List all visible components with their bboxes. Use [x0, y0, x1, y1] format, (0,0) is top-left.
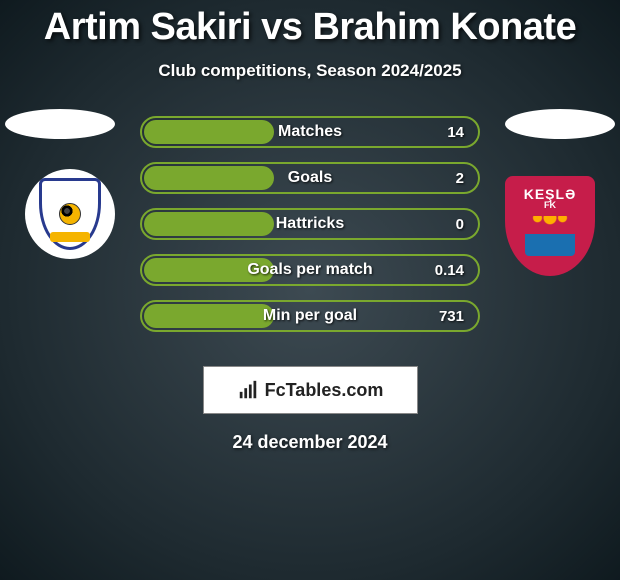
stat-row: Min per goal 731 — [140, 300, 480, 332]
waves-icon — [525, 216, 575, 256]
stat-row: Goals per match 0.14 — [140, 254, 480, 286]
stat-value: 731 — [439, 308, 464, 325]
stat-label: Hattricks — [276, 215, 344, 233]
left-club-badge — [25, 169, 115, 259]
page-title: Artim Sakiri vs Brahim Konate — [0, 0, 620, 49]
left-player-slot — [5, 109, 115, 139]
stat-value: 2 — [456, 170, 464, 187]
right-player-slot — [505, 109, 615, 139]
chart-icon — [237, 379, 259, 401]
kesla-crest-icon: KEŞLƏ FK — [505, 176, 595, 276]
shield-icon — [39, 178, 101, 250]
stat-value: 0 — [456, 216, 464, 233]
stat-label: Min per goal — [263, 307, 357, 325]
stat-value: 14 — [447, 124, 464, 141]
stat-label: Matches — [278, 123, 342, 141]
stat-label: Goals — [288, 169, 332, 187]
brand-footer[interactable]: FcTables.com — [203, 366, 418, 414]
stat-row: Hattricks 0 — [140, 208, 480, 240]
stat-row: Goals 2 — [140, 162, 480, 194]
stat-value: 0.14 — [435, 262, 464, 279]
stat-fill — [144, 120, 274, 144]
comparison-panel: KEŞLƏ FK Matches 14 Goals 2 Hattricks 0 Goals … — [0, 116, 620, 356]
stat-fill — [144, 166, 274, 190]
brand-text: FcTables.com — [265, 380, 384, 401]
stat-rows: Matches 14 Goals 2 Hattricks 0 Goals per match… — [140, 116, 480, 346]
date-text: 24 december 2024 — [0, 432, 620, 453]
subtitle: Club competitions, Season 2024/2025 — [0, 61, 620, 81]
stat-label: Goals per match — [247, 261, 372, 279]
right-club-sub: FK — [544, 200, 556, 210]
stat-fill — [144, 304, 274, 328]
stat-row: Matches 14 — [140, 116, 480, 148]
right-club-badge: KEŞLƏ FK — [505, 181, 595, 271]
stat-fill — [144, 212, 274, 236]
